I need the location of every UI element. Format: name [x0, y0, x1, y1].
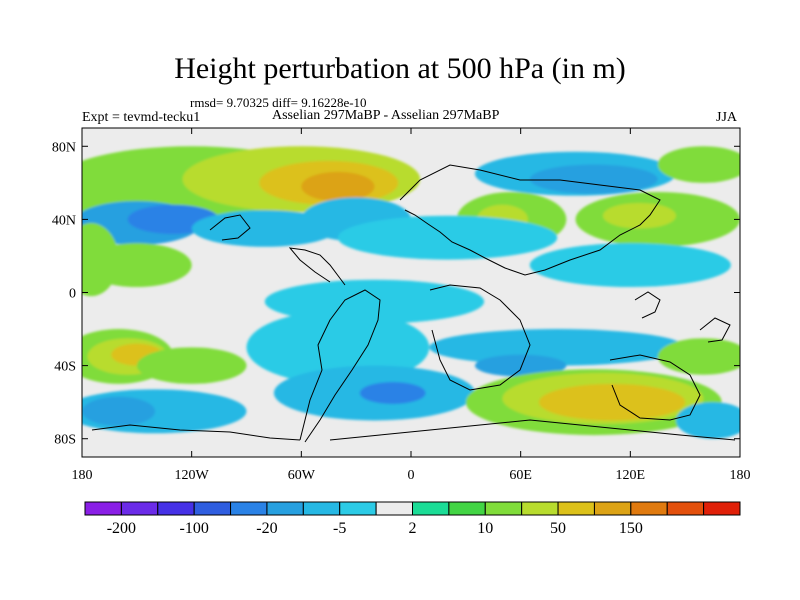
colorbar-swatch — [84, 501, 122, 516]
field-region — [676, 402, 740, 439]
colorbar-label: -100 — [180, 520, 209, 537]
field-region — [529, 164, 658, 194]
colorbar-swatch — [412, 501, 450, 516]
y-tick-label: 0 — [69, 287, 76, 302]
colorbar-label: 10 — [477, 520, 493, 537]
colorbar-swatch — [157, 501, 195, 516]
y-tick-label: 80S — [54, 433, 76, 448]
colorbar: -200 -100 -20 -5 2 10 50 150 — [84, 501, 741, 537]
field-region — [82, 243, 192, 288]
x-tick-label: 180 — [730, 468, 751, 483]
field-region — [82, 396, 156, 426]
colorbar-swatch — [557, 501, 595, 516]
coastline — [399, 164, 661, 276]
x-tick-label: 120E — [616, 468, 646, 483]
colorbar-label: -20 — [256, 520, 277, 537]
colorbar-label: -5 — [333, 520, 346, 537]
field-region — [657, 338, 740, 375]
field-region — [602, 202, 677, 229]
y-axis: 80N 40N 0 40S 80S — [52, 140, 740, 448]
colorbar-swatch — [193, 501, 232, 516]
x-tick-label: 180 — [72, 468, 93, 483]
x-tick-label: 120W — [175, 468, 210, 483]
field-region — [529, 243, 731, 288]
colorbar-swatch — [521, 501, 559, 516]
coastline — [209, 214, 251, 241]
y-tick-label: 40S — [54, 360, 76, 375]
field-region — [657, 146, 740, 183]
colorbar-swatch — [266, 501, 304, 516]
x-tick-label: 60W — [288, 468, 316, 483]
colorbar-swatch — [484, 501, 523, 516]
comparison-label: Asselian 297MaBP - Asselian 297MaBP — [272, 108, 500, 123]
coastline — [429, 284, 531, 391]
colorbar-swatch — [630, 501, 668, 516]
field-region — [136, 347, 247, 384]
field-region — [429, 329, 686, 366]
experiment-label: Expt = tevmd-tecku1 — [82, 110, 201, 125]
field-region — [474, 354, 567, 377]
field-region — [246, 310, 430, 384]
season-label: JJA — [716, 110, 738, 125]
chart-title: Height perturbation at 500 hPa (in m) — [174, 52, 626, 85]
coastline — [288, 247, 346, 286]
colorbar-swatch — [375, 501, 414, 516]
coastline — [609, 354, 701, 421]
coastlines — [91, 164, 736, 443]
colorbar-label: 2 — [409, 520, 417, 537]
y-tick-label: 40N — [52, 213, 76, 228]
colorbar-swatch — [302, 501, 341, 516]
colorbar-swatch — [120, 501, 159, 516]
colorbar-swatch — [230, 501, 268, 516]
x-tick-label: 0 — [408, 468, 415, 483]
field-region — [538, 383, 686, 421]
colorbar-swatch — [593, 501, 632, 516]
stats-line: rmsd= 9.70325 diff= 9.16228e-10 — [190, 95, 367, 110]
colorbar-label: 150 — [619, 520, 643, 537]
coastline — [699, 317, 731, 343]
x-tick-label: 60E — [509, 468, 532, 483]
x-axis: 180 120W 60W 0 60E 120E 180 — [72, 128, 751, 483]
colorbar-swatch — [448, 501, 486, 516]
field-region — [301, 171, 375, 202]
colorbar-swatch — [666, 501, 705, 516]
coastline — [634, 291, 661, 319]
colorbar-swatch — [703, 501, 741, 516]
coastline — [91, 419, 736, 441]
colorbar-label: 50 — [550, 520, 566, 537]
height-perturbation-field — [82, 146, 740, 439]
colorbar-swatch — [339, 501, 377, 516]
coastline — [299, 289, 381, 443]
y-tick-label: 80N — [52, 140, 76, 155]
field-region — [359, 382, 426, 404]
field-region — [191, 210, 338, 247]
colorbar-label: -200 — [107, 520, 136, 537]
